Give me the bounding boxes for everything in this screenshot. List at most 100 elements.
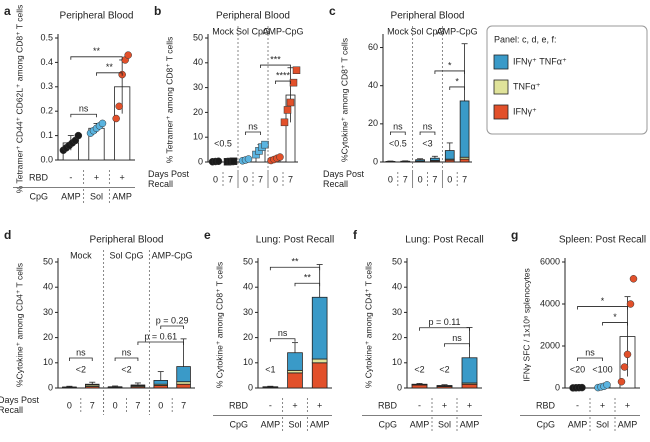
y-axis-label: IFNγ SFC / 1x10⁶ splenocytes	[521, 268, 531, 382]
significance-label: ns	[76, 347, 86, 357]
significance-bracket	[434, 70, 465, 74]
significance-bracket	[602, 322, 628, 326]
y-tick-label: 0.4	[40, 57, 53, 67]
legend-box	[486, 25, 648, 135]
table-cell: Sol	[438, 419, 451, 429]
table-row-label: Days Post Recall	[323, 169, 364, 189]
table-cell: +	[292, 400, 297, 410]
panel-label: b	[154, 4, 161, 18]
y-tick-label: 20	[392, 332, 402, 342]
table-cell: +	[625, 400, 630, 410]
significance-bracket	[114, 357, 139, 361]
table-cell: +	[467, 400, 472, 410]
significance-label: **	[291, 257, 299, 267]
legend-swatch	[493, 79, 509, 95]
data-point	[280, 118, 289, 127]
panel-title: Peripheral Blood	[391, 11, 465, 22]
significance-bracket	[577, 306, 628, 310]
y-tick-label: 20	[43, 332, 53, 342]
table-cell: Sol	[596, 419, 609, 429]
significance-label: ns	[393, 121, 403, 131]
y-tick-label: 30	[243, 307, 253, 317]
significance-label: ns	[248, 121, 258, 131]
table-cell: 7	[258, 174, 263, 184]
panel-title: Peripheral Blood	[216, 11, 290, 22]
note: <20	[570, 364, 585, 374]
group-label: Mock	[387, 26, 409, 36]
y-tick-label: 0.5	[40, 32, 53, 42]
data-point	[578, 383, 586, 392]
panel-label: d	[4, 228, 11, 242]
y-tick-label: 0.2	[40, 106, 53, 116]
bar	[311, 358, 328, 364]
bar	[287, 352, 303, 371]
y-tick-label: 40	[392, 282, 402, 292]
significance-label: ns	[122, 347, 132, 357]
table-cell: 0	[113, 400, 118, 410]
bar	[461, 383, 478, 389]
y-tick-label: 0.3	[40, 81, 53, 91]
group-label: Sol CpG	[109, 250, 143, 260]
data-point	[98, 119, 107, 128]
bar	[130, 384, 146, 387]
significance-label: ns	[585, 347, 595, 357]
table-cell: 7	[181, 400, 186, 410]
y-tick-label: 50	[243, 256, 253, 266]
y-tick-label: 0	[198, 156, 203, 166]
significance-bracket	[449, 86, 465, 90]
note: <3	[422, 138, 432, 148]
panel-title: Spleen: Post Recall	[559, 235, 646, 246]
note: <0.5	[214, 138, 232, 148]
y-tick-label: 0	[373, 156, 378, 166]
table-cell: AMP	[410, 419, 430, 429]
data-point	[261, 140, 269, 149]
note: <2	[439, 364, 449, 374]
y-tick-label: 30	[43, 307, 53, 317]
data-point	[74, 131, 83, 140]
table-cell: AMP	[460, 419, 480, 429]
data-point	[286, 98, 295, 107]
significance-label: *	[613, 312, 617, 322]
y-tick-label: 0	[48, 382, 53, 392]
y-axis-label: %Cytokine⁺ among CD4⁺ T cells	[14, 263, 24, 387]
bar	[176, 383, 191, 389]
table-cell: 7	[288, 174, 293, 184]
data-point	[229, 157, 238, 166]
table-cell: AMP	[618, 419, 638, 429]
table-cell: 0	[243, 174, 248, 184]
group-label: AMP-CpG	[437, 26, 478, 36]
table-row-label: RBD	[229, 400, 249, 410]
y-tick-label: 20	[243, 332, 253, 342]
y-tick-label: 40	[43, 282, 53, 292]
data-point	[283, 106, 292, 114]
bar	[430, 157, 440, 161]
table-cell: Sol	[288, 419, 301, 429]
data-point	[244, 155, 253, 163]
significance-label: ***	[270, 54, 281, 64]
table-cell: +	[120, 172, 125, 182]
panel-label: c	[329, 4, 336, 18]
panel-title: Lung: Post Recall	[405, 235, 483, 246]
data-point	[115, 102, 123, 111]
panel-title: Peripheral Blood	[60, 11, 134, 22]
y-tick-label: 20	[368, 118, 378, 128]
note: <100	[592, 364, 612, 374]
y-tick-label: 0	[555, 382, 560, 392]
table-row-label: CpG	[378, 419, 397, 429]
bar	[107, 386, 123, 388]
y-axis-label: % Cytokine⁺ among CD4⁺ T cells	[363, 262, 373, 388]
data-point	[629, 275, 638, 283]
note: <2	[76, 364, 86, 374]
significance-bracket	[275, 80, 291, 85]
bar	[153, 380, 168, 385]
y-tick-label: 10	[193, 132, 203, 142]
table-cell: 7	[432, 174, 437, 184]
y-tick-label: 2000	[540, 340, 560, 350]
table-row-label: RBD	[536, 400, 556, 410]
y-tick-label: 60	[368, 42, 378, 52]
panel-label: e	[204, 228, 211, 242]
table-cell: 7	[403, 174, 408, 184]
table-cell: 7	[228, 174, 233, 184]
